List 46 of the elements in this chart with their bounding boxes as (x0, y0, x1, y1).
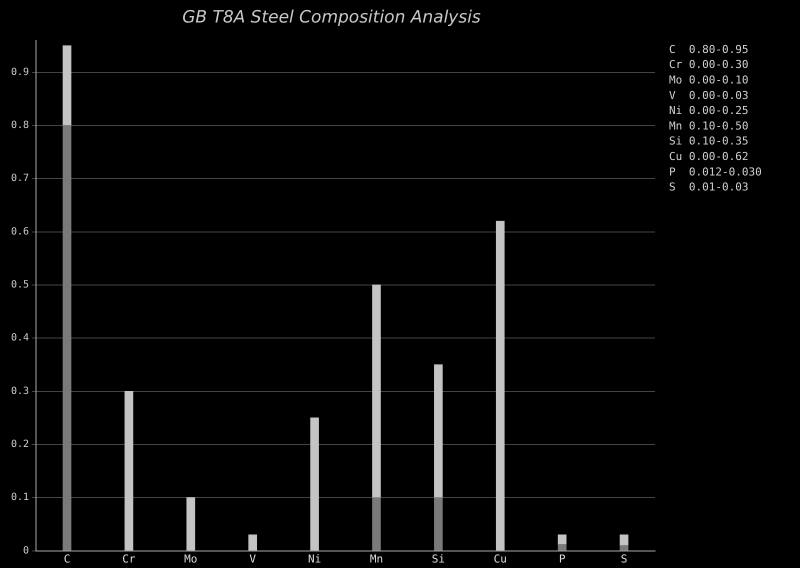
y-tick-label: 0.2 (11, 439, 30, 450)
bar (372, 284, 381, 498)
bar (558, 544, 566, 551)
bar (620, 545, 628, 551)
y-tick-label: 0.1 (11, 492, 30, 504)
bar (248, 534, 258, 551)
x-tick-label: S (620, 552, 628, 566)
y-tick-label: 0.6 (11, 226, 30, 238)
y-tick-label: 0.8 (11, 120, 30, 132)
x-tick-label: V (249, 552, 256, 566)
text: Ni 0.00-0.25 (669, 104, 748, 118)
x-tick-label: Ni (308, 552, 322, 566)
text: Cu 0.00-0.62 (669, 150, 748, 163)
y-tick-label: 0.3 (11, 386, 30, 397)
x-tick-label: Si (432, 552, 445, 566)
x-tick-label: Mn (370, 552, 384, 566)
text: P 0.012-0.030 (669, 165, 762, 178)
text: Mo 0.00-0.10 (669, 73, 748, 86)
x-tick-label: Cu (494, 552, 507, 566)
bar (124, 390, 134, 551)
y-tick-label: 0.7 (11, 173, 30, 184)
bar (62, 125, 72, 551)
x-tick-label: Mo (184, 552, 198, 566)
text: Mn 0.10-0.50 (669, 119, 748, 132)
x-tick-label: P (558, 552, 566, 566)
text: S 0.01-0.03 (669, 180, 748, 194)
y-tick-label: 0 (23, 545, 30, 556)
text: Si 0.10-0.35 (669, 134, 748, 148)
bar (558, 534, 566, 545)
y-tick-label: 0.5 (11, 280, 30, 291)
y-tick-label: 0.9 (11, 66, 30, 78)
chart-title: GB T8A Steel Composition Analysis (182, 8, 481, 28)
bar (434, 497, 443, 551)
x-tick-label: Cr (122, 552, 136, 566)
text: Cr 0.00-0.30 (669, 58, 748, 72)
bar (62, 45, 72, 126)
text: C 0.80-0.95 (669, 42, 748, 56)
bar (620, 534, 628, 546)
bar (310, 418, 319, 551)
bar (496, 220, 505, 551)
x-tick-label: C (64, 552, 70, 566)
bar (372, 497, 381, 551)
bar (186, 497, 196, 551)
text: V 0.00-0.03 (669, 88, 748, 102)
bar (434, 364, 443, 498)
y-tick-label: 0.4 (11, 332, 30, 344)
